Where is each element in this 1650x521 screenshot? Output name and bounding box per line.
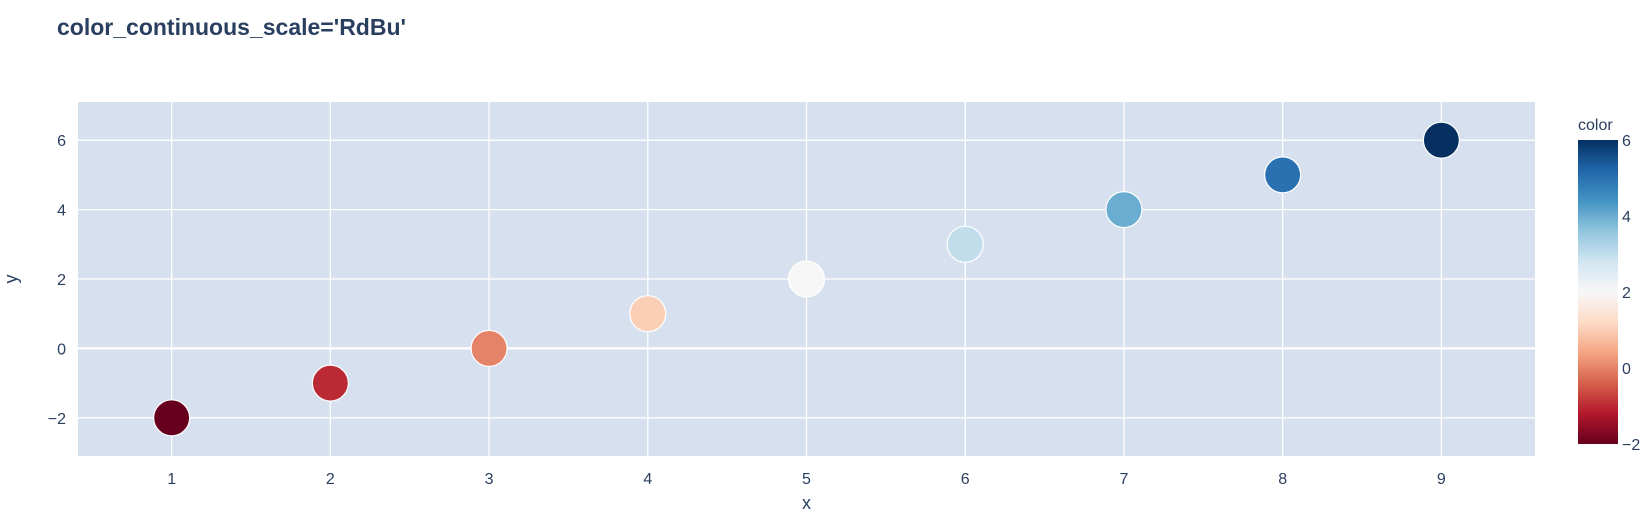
scatter-point: [787, 260, 826, 298]
scatter-point: [629, 295, 667, 333]
y-tick-label: −2: [48, 411, 66, 428]
scatter-point: [1264, 156, 1302, 194]
x-tick-label: 1: [167, 471, 176, 488]
y-tick-label: 2: [57, 272, 66, 289]
x-axis-title: x: [802, 493, 811, 513]
x-tick-label: 5: [802, 471, 811, 488]
scatter-point: [470, 329, 508, 368]
scatter-point: [946, 225, 984, 263]
x-tick-label: 3: [485, 471, 494, 488]
colorbar: color −2 0 2 4 6: [1578, 117, 1640, 454]
scatter-point: [153, 399, 191, 437]
colorbar-tick-label: 2: [1622, 285, 1631, 302]
x-tick-label: 9: [1437, 471, 1446, 488]
colorbar-gradient: [1578, 140, 1618, 444]
x-tick-label: 8: [1278, 471, 1287, 488]
y-tick-label: 6: [57, 133, 66, 150]
chart-title: color_continuous_scale='RdBu': [57, 14, 406, 40]
colorbar-ticks: −2 0 2 4 6: [1622, 133, 1640, 454]
data-points: [153, 121, 1460, 437]
x-tick-label: 4: [643, 471, 652, 488]
colorbar-tick-label: 0: [1622, 361, 1631, 378]
y-tick-label: 0: [57, 341, 66, 358]
colorbar-title: color: [1578, 117, 1613, 134]
x-tick-label: 2: [326, 471, 335, 488]
x-tick-label: 7: [1119, 471, 1128, 488]
scatter-point: [1105, 190, 1143, 229]
y-axis-title: y: [1, 275, 21, 284]
colorbar-tick-label: 6: [1622, 133, 1631, 150]
y-axis-ticks: −2 0 2 4 6: [48, 133, 66, 428]
y-tick-label: 4: [57, 203, 66, 220]
scatter-point: [311, 364, 349, 402]
colorbar-tick-label: 4: [1622, 209, 1631, 226]
scatter-point: [1422, 121, 1460, 159]
x-axis-ticks: 1 2 3 4 5 6 7 8 9: [167, 471, 1446, 488]
x-tick-label: 6: [961, 471, 970, 488]
colorbar-tick-label: −2: [1622, 437, 1640, 454]
